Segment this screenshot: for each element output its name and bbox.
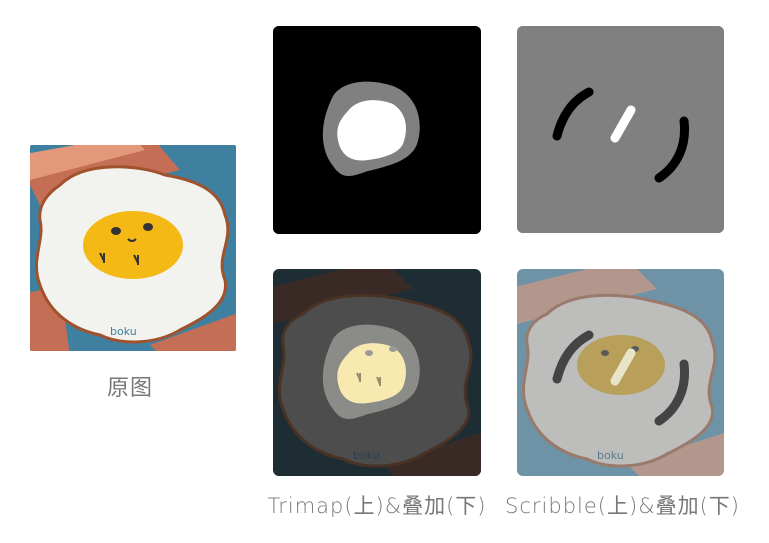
trimap-image	[273, 26, 481, 234]
scribble-background-stroke-right	[654, 116, 690, 183]
boku-signature-scribble-overlay: boku	[597, 449, 624, 462]
fried-egg-illustration: boku	[30, 145, 236, 351]
trimap-overlay-composite: boku	[273, 269, 481, 476]
scribble-overlay-image: boku	[517, 269, 724, 476]
caption-trimap: Trimap(上)&叠加(下)	[267, 494, 487, 518]
boku-signature-overlay: boku	[353, 449, 380, 462]
trimap-overlay-image: boku	[273, 269, 481, 476]
caption-scribble: Scribble(上)&叠加(下)	[505, 494, 740, 518]
trimap-foreground-region	[337, 100, 406, 161]
scribble-image	[517, 26, 724, 233]
scribble-mask	[517, 26, 724, 233]
trimap-mask	[273, 26, 481, 234]
boku-signature: boku	[110, 325, 137, 338]
scribble-foreground-stroke	[610, 105, 636, 143]
caption-original: 原图	[106, 376, 153, 401]
original-image: boku	[30, 145, 236, 351]
yolk-chick	[83, 211, 183, 279]
scribble-overlay-composite: boku	[517, 269, 724, 476]
scribble-background-stroke-left	[552, 87, 594, 141]
